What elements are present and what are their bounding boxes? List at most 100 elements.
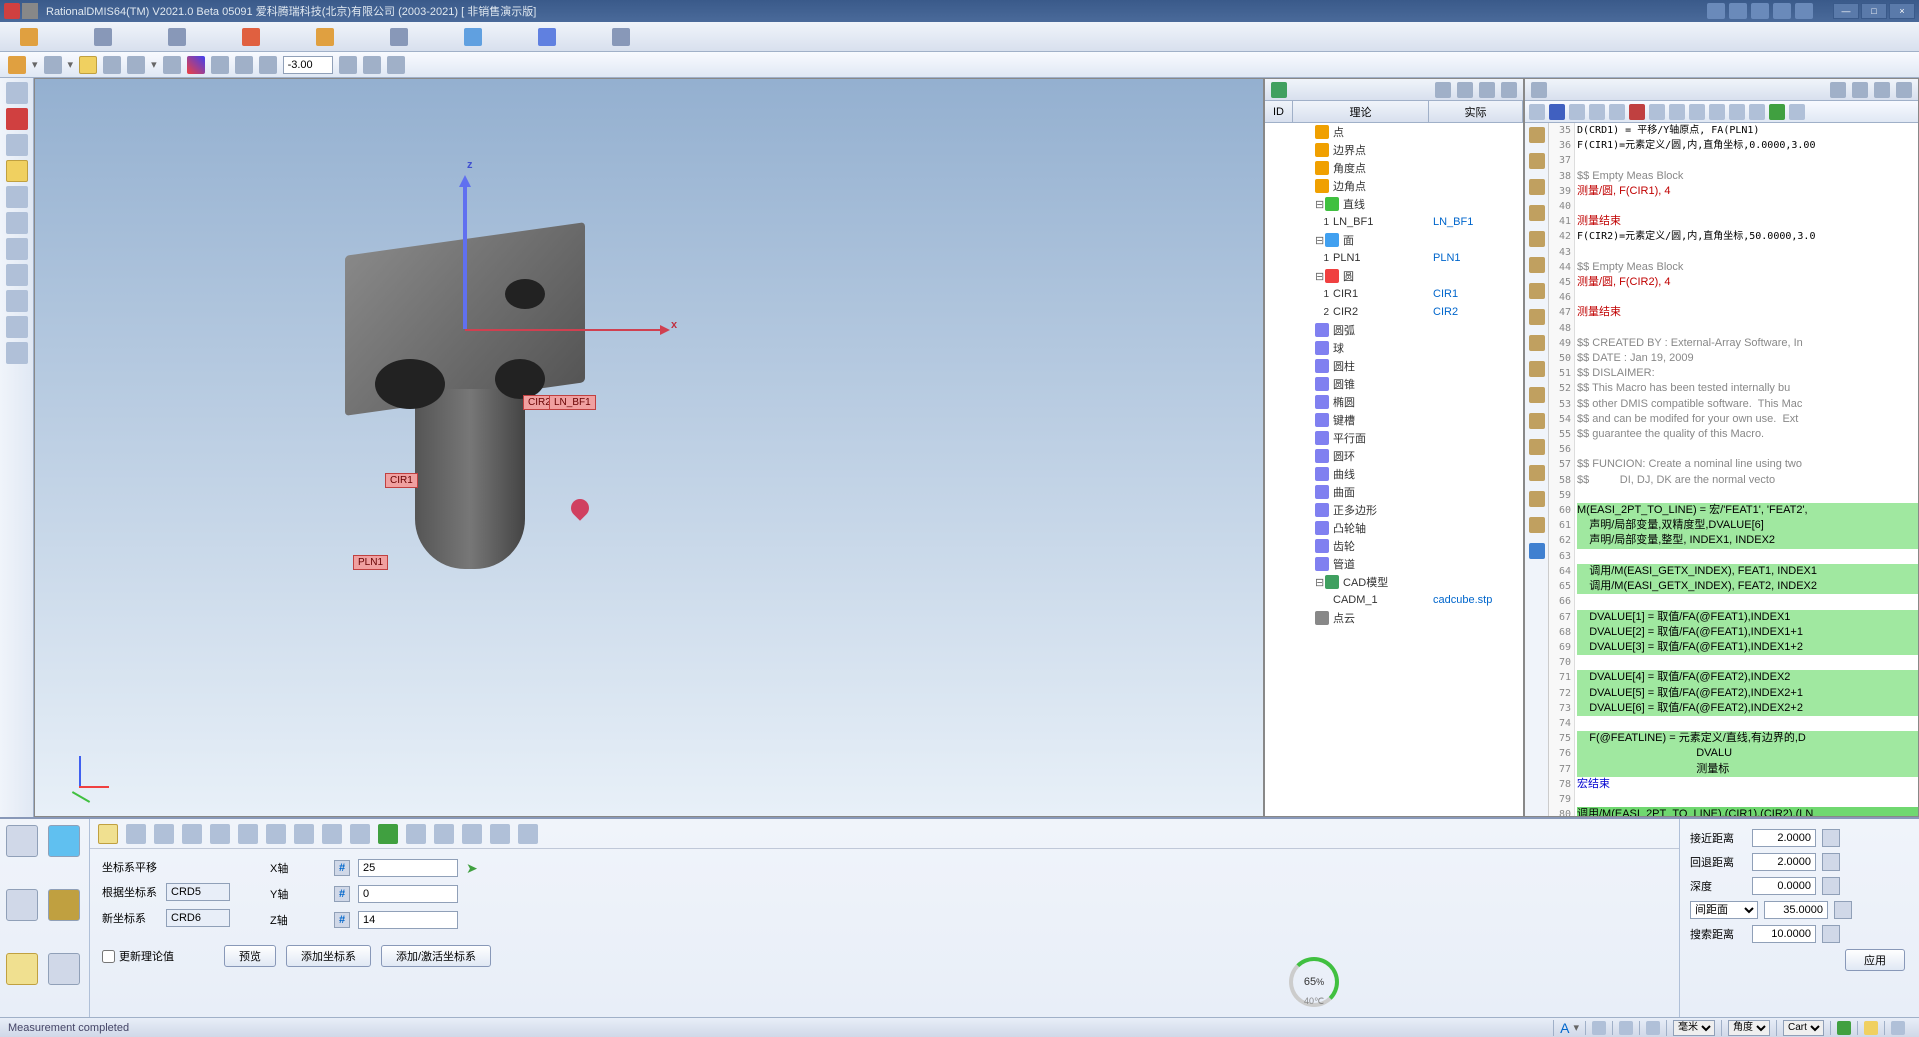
col-actual[interactable]: 实际 <box>1429 101 1523 122</box>
base-crd-input[interactable] <box>166 883 230 901</box>
top-icon[interactable] <box>242 28 260 46</box>
mic-icon[interactable] <box>1592 1021 1606 1035</box>
tree-row[interactable]: 圆弧 <box>1265 321 1523 339</box>
code-toolbar-icon[interactable] <box>1709 104 1725 120</box>
tree-tb-icon[interactable] <box>1457 82 1473 98</box>
tree-body[interactable]: 点边界点角度点边角点⊟直线1LN_BF1LN_BF1⊟面1PLN1PLN1⊟圆1… <box>1265 123 1523 816</box>
code-side-icon[interactable] <box>1529 283 1545 299</box>
run-icon[interactable] <box>1769 104 1785 120</box>
hash-icon[interactable]: # <box>334 860 350 876</box>
arrow-icon[interactable]: ➤ <box>466 860 478 877</box>
code-text[interactable]: D(CRD1) = 平移/Y轴原点, FA(PLN1) F(CIR1)=元素定义… <box>1575 123 1918 816</box>
code-toolbar-icon[interactable] <box>1689 104 1705 120</box>
code-tb-icon[interactable] <box>1830 82 1846 98</box>
code-tb-icon[interactable] <box>1896 82 1912 98</box>
tree-row[interactable]: ⊟CAD模型 <box>1265 573 1523 591</box>
tree-row[interactable]: 球 <box>1265 339 1523 357</box>
close-button[interactable]: × <box>1889 3 1915 19</box>
tree-row[interactable]: 圆柱 <box>1265 357 1523 375</box>
code-side-icon[interactable] <box>1529 465 1545 481</box>
value-input[interactable] <box>283 56 333 74</box>
crd-icon[interactable] <box>210 824 230 844</box>
top-icon[interactable] <box>612 28 630 46</box>
top-icon[interactable] <box>168 28 186 46</box>
code-toolbar-icon[interactable] <box>1589 104 1605 120</box>
depth-input[interactable] <box>1752 877 1816 895</box>
label-pln1[interactable]: PLN1 <box>353 555 388 570</box>
title-icon[interactable] <box>1751 3 1769 19</box>
tree-row[interactable]: 2CIR2CIR2 <box>1265 303 1523 321</box>
code-tb-icon[interactable] <box>1531 82 1547 98</box>
crd-icon[interactable] <box>378 824 398 844</box>
axis-icon[interactable] <box>127 56 145 74</box>
retract-input[interactable] <box>1752 853 1816 871</box>
status-icon[interactable] <box>1864 1021 1878 1035</box>
approach-input[interactable] <box>1752 829 1816 847</box>
code-toolbar-icon[interactable] <box>1529 104 1545 120</box>
left-tool-icon[interactable] <box>6 82 28 104</box>
top-icon[interactable] <box>390 28 408 46</box>
tree-row[interactable]: 管道 <box>1265 555 1523 573</box>
copy-icon[interactable] <box>235 56 253 74</box>
tool-icon[interactable] <box>387 56 405 74</box>
bottom-btn[interactable] <box>6 889 38 921</box>
viewport-3d[interactable]: z x CIR1 CIR2 LN_BF1 PLN1 <box>34 78 1264 817</box>
tree-row[interactable]: 齿轮 <box>1265 537 1523 555</box>
left-tool-icon[interactable] <box>6 316 28 338</box>
tree-row[interactable]: CADM_1cadcube.stp <box>1265 591 1523 609</box>
tree-row[interactable]: 边角点 <box>1265 177 1523 195</box>
minimize-button[interactable]: — <box>1833 3 1859 19</box>
param-icon[interactable] <box>1822 877 1840 895</box>
left-tool-icon[interactable] <box>6 264 28 286</box>
tree-tb-icon[interactable] <box>1479 82 1495 98</box>
search-input[interactable] <box>1752 925 1816 943</box>
code-side-icon[interactable] <box>1529 231 1545 247</box>
code-side-icon[interactable] <box>1529 387 1545 403</box>
left-tool-icon[interactable] <box>6 186 28 208</box>
code-toolbar-icon[interactable] <box>1789 104 1805 120</box>
crd-icon[interactable] <box>350 824 370 844</box>
code-side-icon[interactable] <box>1529 205 1545 221</box>
top-icon[interactable] <box>538 28 556 46</box>
crd-icon[interactable] <box>490 824 510 844</box>
z-input[interactable] <box>358 911 458 929</box>
code-toolbar-icon[interactable] <box>1729 104 1745 120</box>
param-icon[interactable] <box>1822 853 1840 871</box>
bottom-btn[interactable] <box>48 953 80 985</box>
left-tool-icon[interactable] <box>6 290 28 312</box>
param-icon[interactable] <box>1822 829 1840 847</box>
status-icon[interactable] <box>1837 1021 1851 1035</box>
unit-select[interactable]: 毫米 <box>1673 1020 1715 1036</box>
param-icon[interactable] <box>1834 901 1852 919</box>
code-side-icon[interactable] <box>1529 543 1545 559</box>
coord-select[interactable]: Cart <box>1783 1020 1824 1036</box>
tree-row[interactable]: 边界点 <box>1265 141 1523 159</box>
status-icon[interactable] <box>1891 1021 1905 1035</box>
tree-row[interactable]: 圆锥 <box>1265 375 1523 393</box>
bottom-btn[interactable] <box>6 953 38 985</box>
code-tb-icon[interactable] <box>1852 82 1868 98</box>
add-activate-crd-button[interactable]: 添加/激活坐标系 <box>381 945 491 967</box>
gap-select[interactable]: 间距面 <box>1690 901 1758 919</box>
title-icon[interactable] <box>1773 3 1791 19</box>
code-side-icon[interactable] <box>1529 413 1545 429</box>
add-crd-button[interactable]: 添加坐标系 <box>286 945 371 967</box>
tree-row[interactable]: 角度点 <box>1265 159 1523 177</box>
code-side-icon[interactable] <box>1529 257 1545 273</box>
col-theory[interactable]: 理论 <box>1293 101 1429 122</box>
top-icon[interactable] <box>20 28 38 46</box>
crd-icon[interactable] <box>322 824 342 844</box>
cursor-icon[interactable] <box>44 56 62 74</box>
save-icon[interactable] <box>1549 104 1565 120</box>
top-icon[interactable] <box>464 28 482 46</box>
left-tool-icon[interactable] <box>6 238 28 260</box>
tree-row[interactable]: 凸轮轴 <box>1265 519 1523 537</box>
tree-row[interactable]: 点云 <box>1265 609 1523 627</box>
crd-icon[interactable] <box>518 824 538 844</box>
left-tool-icon[interactable] <box>6 342 28 364</box>
tree-row[interactable]: 平行面 <box>1265 429 1523 447</box>
tool-icon[interactable] <box>363 56 381 74</box>
tree-tb-icon[interactable] <box>1435 82 1451 98</box>
top-icon[interactable] <box>316 28 334 46</box>
tree-row[interactable]: 点 <box>1265 123 1523 141</box>
